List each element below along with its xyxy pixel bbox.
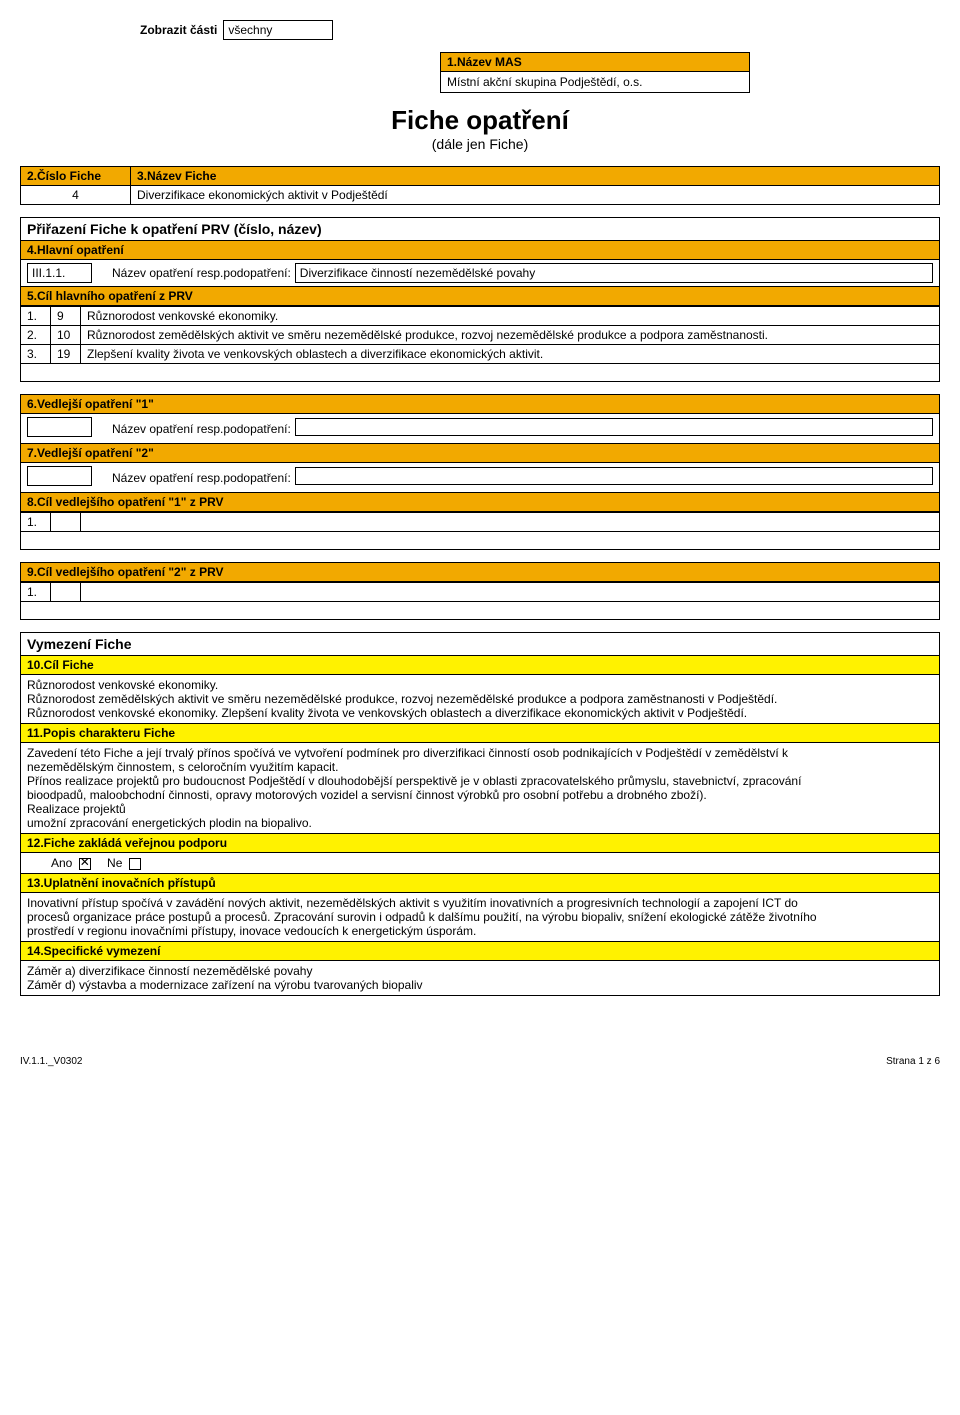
cv2-text (81, 583, 940, 602)
cil-vedl1-header: 8.Cíl vedlejšího opatření "1" z PRV (20, 493, 940, 512)
show-parts-label: Zobrazit části (140, 23, 217, 37)
inovace-body: Inovativní přístup spočívá v zavádění no… (20, 892, 940, 941)
cv2-num[interactable] (51, 583, 81, 602)
show-parts-row: Zobrazit části všechny (140, 20, 940, 40)
hlavni-opatreni-code[interactable]: III.1.1. (27, 263, 92, 283)
vedlejsi1-name-value[interactable] (295, 418, 933, 436)
ne-checkbox[interactable] (129, 858, 141, 870)
ch-idx-1: 2. (21, 326, 51, 345)
ch-idx-0: 1. (21, 307, 51, 326)
inovace-header: 13.Uplatnění inovačních přístupů (20, 873, 940, 892)
ch-idx-2: 3. (21, 345, 51, 364)
cislo-nazev-table: 2.Číslo Fiche 3.Název Fiche 4 Diverzifik… (20, 166, 940, 205)
ano-label: Ano (51, 856, 72, 870)
cil-vedl2-table: 1. (20, 582, 940, 620)
vedlejsi2-name-value[interactable] (295, 467, 933, 485)
specificke-header: 14.Specifické vymezení (20, 941, 940, 960)
vedlejsi2-header: 7.Vedlejší opatření "2" (20, 444, 940, 463)
ch-text-2: Zlepšení kvality života ve venkovských o… (81, 345, 940, 364)
specificke-body: Záměr a) diverzifikace činností nezemědě… (20, 960, 940, 996)
hlavni-opatreni-name-value[interactable]: Diverzifikace činností nezemědělské pova… (295, 263, 933, 283)
ch-num-2[interactable]: 19 (51, 345, 81, 364)
vedlejsi1-code[interactable] (27, 417, 92, 437)
page-subtitle: (dále jen Fiche) (20, 136, 940, 152)
cv2-idx: 1. (21, 583, 51, 602)
vedlejsi2-name-label: Název opatření resp.podopatření: (92, 466, 291, 489)
cil-hlavniho-table: 1. 9 Různorodost venkovské ekonomiky. 2.… (20, 306, 940, 382)
vedlejsi1-row: Název opatření resp.podopatření: (20, 414, 940, 444)
podpora-header: 12.Fiche zakládá veřejnou podporu (20, 833, 940, 852)
cil-fiche-header: 10.Cíl Fiche (20, 655, 940, 674)
hlavni-opatreni-header: 4.Hlavní opatření (20, 240, 940, 259)
vedlejsi2-code[interactable] (27, 466, 92, 486)
vymezeni-header: Vymezení Fiche (20, 632, 940, 655)
cislo-fiche-header: 2.Číslo Fiche (21, 167, 131, 186)
cv1-text (81, 513, 940, 532)
ch-num-0[interactable]: 9 (51, 307, 81, 326)
hlavni-opatreni-row: III.1.1. Název opatření resp.podopatření… (20, 259, 940, 287)
popis-body: Zavedení této Fiche a její trvalý přínos… (20, 742, 940, 833)
cil-vedl2-header: 9.Cíl vedlejšího opatření "2" z PRV (20, 562, 940, 582)
page-title: Fiche opatření (20, 105, 940, 136)
nazev-mas-value: Místní akční skupina Podještědí, o.s. (440, 72, 750, 93)
cv1-num[interactable] (51, 513, 81, 532)
footer-left: IV.1.1._V0302 (20, 1056, 82, 1067)
nazev-mas-header: 1.Název MAS (440, 52, 750, 72)
show-parts-select[interactable]: všechny (223, 20, 333, 40)
vedlejsi1-header: 6.Vedlejší opatření "1" (20, 394, 940, 414)
footer-right: Strana 1 z 6 (886, 1056, 940, 1067)
vedlejsi2-row: Název opatření resp.podopatření: (20, 463, 940, 493)
vedlejsi1-name-label: Název opatření resp.podopatření: (92, 417, 291, 440)
nazev-fiche-header: 3.Název Fiche (131, 167, 940, 186)
cil-hlavniho-header: 5.Cíl hlavního opatření z PRV (20, 287, 940, 306)
nazev-fiche-value[interactable]: Diverzifikace ekonomických aktivit v Pod… (131, 186, 940, 205)
hlavni-opatreni-name-label: Název opatření resp.podopatření: (92, 263, 291, 283)
ne-label: Ne (107, 856, 122, 870)
page-footer: IV.1.1._V0302 Strana 1 z 6 (20, 1056, 940, 1067)
ch-text-1: Různorodost zemědělských aktivit ve směr… (81, 326, 940, 345)
cislo-fiche-value[interactable]: 4 (21, 186, 131, 205)
page-container: Zobrazit části všechny 1.Název MAS Místn… (20, 20, 940, 1067)
ch-text-0: Různorodost venkovské ekonomiky. (81, 307, 940, 326)
cv1-idx: 1. (21, 513, 51, 532)
nazev-mas-block: 1.Název MAS Místní akční skupina Podješt… (440, 52, 750, 93)
prirazeni-header: Přiřazení Fiche k opatření PRV (číslo, n… (20, 217, 940, 240)
cil-fiche-body: Různorodost venkovské ekonomiky. Různoro… (20, 674, 940, 723)
ch-num-1[interactable]: 10 (51, 326, 81, 345)
podpora-row: Ano Ne (20, 852, 940, 873)
cil-vedl1-table: 1. (20, 512, 940, 550)
ano-checkbox[interactable] (79, 858, 91, 870)
popis-header: 11.Popis charakteru Fiche (20, 723, 940, 742)
